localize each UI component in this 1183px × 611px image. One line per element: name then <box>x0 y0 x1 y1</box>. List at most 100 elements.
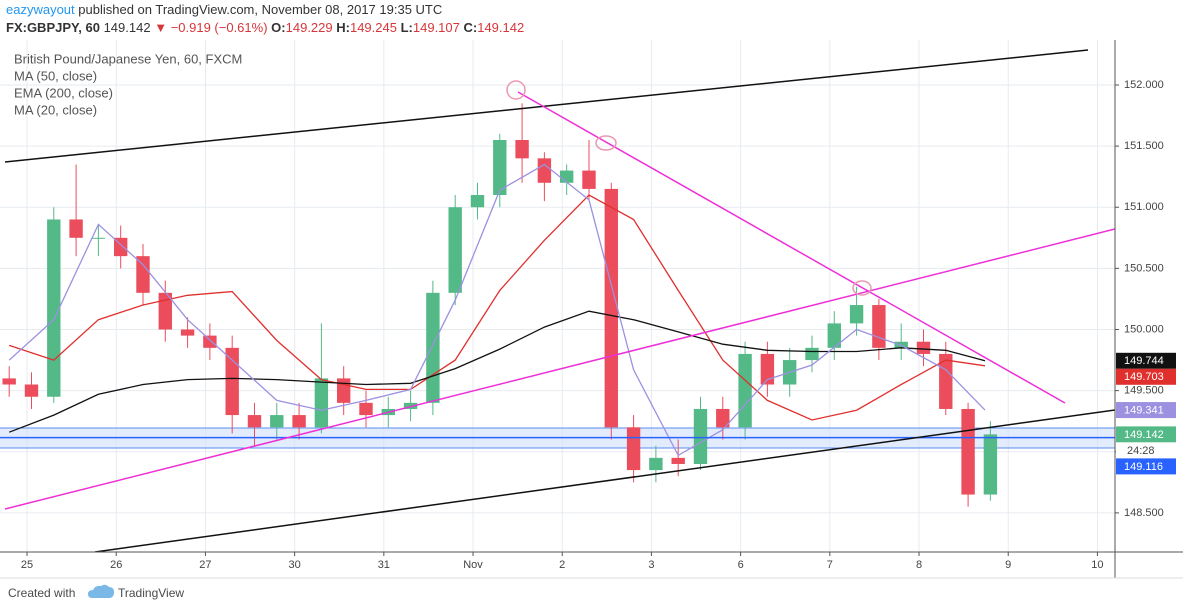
candle-body <box>493 140 507 196</box>
brand-name[interactable]: TradingView <box>118 586 184 600</box>
chart-title: British Pound/Japanese Yen, 60, FXCM <box>14 51 242 66</box>
candle-body <box>270 415 284 428</box>
candle-body <box>403 402 418 409</box>
candle-body <box>582 170 596 189</box>
candle-body <box>537 158 552 183</box>
symbol-line: FX:GBPJPY, 60 149.142 ▼ −0.919 (−0.61%) … <box>6 20 524 35</box>
candle-body <box>827 323 841 348</box>
candle-body <box>180 329 195 336</box>
candle-body <box>649 457 663 471</box>
indicator-line <box>8 194 986 421</box>
x-tick-label: Nov <box>463 559 483 571</box>
trend-line <box>517 91 1066 404</box>
candle-body <box>426 292 440 403</box>
candle-body <box>716 408 730 428</box>
ohlc-value: 149.107 <box>413 20 460 35</box>
highlight-ellipse <box>506 80 526 100</box>
indicator-line <box>8 163 986 457</box>
candle-body <box>136 256 150 293</box>
candle-body <box>203 335 217 348</box>
candle-body <box>225 347 239 416</box>
price-label-bg <box>1116 458 1176 475</box>
author: eazywayout <box>6 2 75 17</box>
candle-body <box>693 408 708 464</box>
candle-body <box>314 378 329 428</box>
drawings <box>4 49 1115 552</box>
candle-body <box>247 415 262 428</box>
ohlc-key: C: <box>464 20 478 35</box>
y-tick-label: 150.000 <box>1124 323 1164 335</box>
price-labels: 149.744 149.703 149.341 149.142 24:28 149.116 <box>1116 352 1176 475</box>
x-tick-label: 30 <box>289 559 301 571</box>
candle-body <box>158 292 172 330</box>
ohlc-key: O: <box>271 20 285 35</box>
brand-logo <box>88 584 114 598</box>
candle-body <box>515 140 529 159</box>
published: published on TradingView.com, November 0… <box>78 2 442 17</box>
x-tick-label: 26 <box>110 559 122 571</box>
ohlc-value: 149.229 <box>286 20 333 35</box>
candle-body <box>2 378 16 385</box>
candle-body <box>626 427 641 471</box>
trend-line <box>4 228 1115 510</box>
candles <box>2 103 998 507</box>
candle-body <box>961 408 975 495</box>
candle-body <box>47 219 61 397</box>
price-label-bg <box>1116 426 1176 443</box>
y-tick-label: 150.500 <box>1124 262 1164 274</box>
y-tick-label: 149.500 <box>1124 385 1164 397</box>
x-tick-label: 7 <box>827 559 833 571</box>
change-arrow: ▼ <box>154 20 167 35</box>
x-tick-label: 31 <box>378 559 390 571</box>
price-label: 149.744 <box>1124 355 1164 367</box>
candle-body <box>24 384 39 397</box>
candle-body <box>872 305 886 348</box>
ohlc-value: 149.245 <box>350 20 397 35</box>
legend-entry: MA (50, close) <box>14 68 97 83</box>
indicator-line <box>8 310 986 433</box>
overlays <box>0 163 1115 457</box>
candle-body <box>470 195 485 208</box>
candle-body <box>983 434 998 495</box>
ohlc-key: H: <box>336 20 350 35</box>
price-label-bg <box>1116 352 1176 369</box>
price-label-bg <box>1116 368 1176 385</box>
price-label-bg <box>1116 402 1176 419</box>
candle-body <box>448 207 462 293</box>
x-tick-label: 2 <box>559 559 565 571</box>
x-tick-label: 8 <box>916 559 922 571</box>
candle-body <box>69 219 83 238</box>
y-tick-label: 151.500 <box>1124 140 1164 152</box>
candle-body <box>336 378 351 403</box>
y-tick-label: 151.000 <box>1124 201 1164 213</box>
price-label: 149.703 <box>1124 371 1164 383</box>
x-tick-label: 27 <box>199 559 211 571</box>
countdown: 24:28 <box>1127 445 1155 457</box>
x-tick-label: 3 <box>648 559 654 571</box>
legend-entry: EMA (200, close) <box>14 85 113 100</box>
candle-body <box>671 457 685 464</box>
candle-body <box>916 341 931 354</box>
candle-body <box>760 353 775 385</box>
price-label: 149.142 <box>1124 429 1164 441</box>
highlight-ellipse <box>852 280 872 296</box>
ohlc-key: L: <box>401 20 413 35</box>
candle-body <box>849 305 864 324</box>
channel-line <box>94 409 1115 552</box>
x-tick-label: 6 <box>738 559 744 571</box>
symbol: FX:GBPJPY, 60 <box>6 20 100 35</box>
price-label: 149.116 <box>1124 461 1163 473</box>
y-tick-label: 152.000 <box>1124 79 1164 91</box>
price-axis <box>1115 40 1183 578</box>
header-line: eazywayout published on TradingView.com,… <box>6 2 442 17</box>
footer-text: Created with <box>8 586 75 600</box>
y-tick-label: 148.500 <box>1124 507 1164 519</box>
candle-body <box>559 170 574 183</box>
x-tick-label: 10 <box>1091 559 1103 571</box>
price: 149.142 <box>104 20 151 35</box>
countdown-bg <box>1116 442 1176 459</box>
change: −0.919 (−0.61%) <box>171 20 268 35</box>
x-tick-label: 25 <box>21 559 33 571</box>
legend-entry: MA (20, close) <box>14 102 97 117</box>
